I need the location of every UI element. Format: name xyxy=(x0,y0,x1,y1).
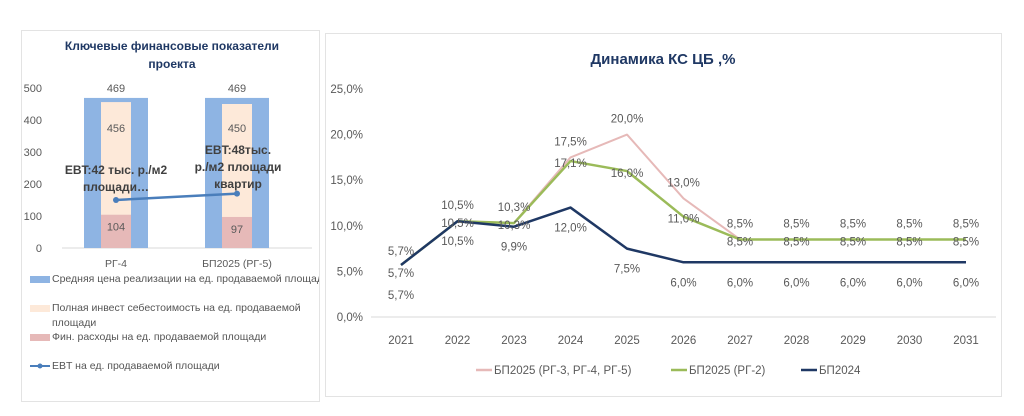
x-tick-label: 2029 xyxy=(840,335,866,347)
ebt-annotation: р./м2 площади xyxy=(195,160,282,174)
chart-title-line-2: проекта xyxy=(148,57,195,71)
data-label: 6,0% xyxy=(783,277,809,289)
legend-item: Фин. расходы на ед. продаваемой площади xyxy=(52,331,266,343)
series-line xyxy=(400,133,966,266)
ebt-line xyxy=(115,192,238,202)
legend-item: EBT на ед. продаваемой площади xyxy=(52,360,220,372)
data-label: 13,0% xyxy=(667,177,700,189)
x-tick-label: 2025 xyxy=(614,335,640,347)
legend-marker-icon xyxy=(37,363,43,369)
ebt-annotation: EBT:48тыс. xyxy=(205,143,271,157)
data-label: 8,5% xyxy=(840,218,866,230)
data-label: 7,5% xyxy=(614,264,640,276)
data-label: 8,5% xyxy=(896,236,922,248)
legend-item: Средняя цена реализации на ед. продаваем… xyxy=(52,273,319,285)
y-tick-label: 25,0% xyxy=(330,84,363,96)
y-tick-label: 500 xyxy=(24,83,42,95)
data-label: 469 xyxy=(228,83,246,95)
x-tick-label: 2023 xyxy=(501,335,527,347)
data-label: 6,0% xyxy=(840,277,866,289)
legend-item: БП2025 (РГ-3, РГ-4, РГ-5) xyxy=(494,365,632,377)
data-label: 456 xyxy=(107,123,125,135)
legend-item: Полная инвест себестоимость на ед. прода… xyxy=(52,302,301,314)
x-tick-label: 2027 xyxy=(727,335,753,347)
data-label: 8,5% xyxy=(783,236,809,248)
data-label: 104 xyxy=(107,222,125,234)
x-tick-label: 2026 xyxy=(671,335,697,347)
financial-indicators-chart-panel: Ключевые финансовые показатели проекта 0 10… xyxy=(21,30,320,402)
data-label: 12,0% xyxy=(554,223,587,235)
data-label: 10,5% xyxy=(441,236,474,248)
legend-swatch xyxy=(30,276,50,283)
data-label: 6,0% xyxy=(896,277,922,289)
y-tick-label: 0,0% xyxy=(337,312,363,324)
data-label: 8,5% xyxy=(953,236,979,248)
x-tick-label: РГ-4 xyxy=(105,258,127,270)
key-rate-chart: Динамика КС ЦБ ,% 0,0% 5,0% 10,0% 15,0% 20,0%… xyxy=(330,51,996,377)
legend-swatch xyxy=(30,334,50,341)
data-label: 17,5% xyxy=(554,136,587,148)
data-label: 97 xyxy=(231,224,243,236)
ebt-annotation: EBT:42 тыс. р./м2 xyxy=(65,163,168,177)
x-tick-label: БП2025 (РГ-5) xyxy=(202,258,272,270)
y-tick-label: 10,0% xyxy=(330,221,363,233)
x-tick-label: 2028 xyxy=(784,335,810,347)
chart-title-line-1: Ключевые финансовые показатели xyxy=(65,39,279,53)
data-label: 16,0% xyxy=(611,168,644,180)
ebt-point xyxy=(234,190,240,197)
data-label: 6,0% xyxy=(727,277,753,289)
data-label: 450 xyxy=(228,123,246,135)
x-tick-label: 2031 xyxy=(953,335,979,347)
legend-item: БП2024 xyxy=(819,365,861,377)
financial-indicators-chart: Ключевые финансовые показатели проекта 0 10… xyxy=(24,39,319,372)
y-tick-label: 400 xyxy=(24,115,42,127)
chart-title: Динамика КС ЦБ ,% xyxy=(590,51,735,68)
y-tick-label: 0 xyxy=(36,243,42,255)
data-label: 11,0% xyxy=(668,214,700,226)
ebt-point xyxy=(113,197,119,203)
data-label: 10,3% xyxy=(498,220,531,232)
x-tick-label: 2022 xyxy=(445,335,471,347)
data-label: 10,3% xyxy=(498,202,531,214)
data-label: 10,5% xyxy=(441,218,474,230)
data-label: 8,5% xyxy=(783,218,809,230)
x-tick-label: 2021 xyxy=(388,335,414,347)
y-tick-label: 300 xyxy=(24,147,42,159)
data-label: 20,0% xyxy=(611,114,644,126)
data-label: 9,9% xyxy=(501,242,527,254)
data-label: 6,0% xyxy=(670,277,696,289)
data-label: 5,7% xyxy=(388,268,414,280)
data-label: 10,5% xyxy=(441,200,474,212)
data-label: 8,5% xyxy=(840,236,866,248)
data-label: 469 xyxy=(107,83,125,95)
x-tick-label: 2030 xyxy=(897,335,923,347)
bar xyxy=(101,214,131,248)
legend-item: БП2025 (РГ-2) xyxy=(689,365,766,377)
x-tick-label: 2024 xyxy=(558,335,584,347)
y-tick-label: 100 xyxy=(24,211,42,223)
legend-item-continued: площади xyxy=(52,317,96,329)
data-label: 5,7% xyxy=(388,290,414,302)
data-label: 8,5% xyxy=(896,218,922,230)
series-line xyxy=(400,159,966,267)
key-rate-chart-panel: Динамика КС ЦБ ,% 0,0% 5,0% 10,0% 15,0% 20,0%… xyxy=(325,33,1002,397)
series-line xyxy=(400,206,966,267)
y-tick-label: 200 xyxy=(24,179,42,191)
y-tick-label: 15,0% xyxy=(330,175,363,187)
data-label: 6,0% xyxy=(953,277,979,289)
data-label: 17,1% xyxy=(554,158,587,170)
ebt-annotation: площади… xyxy=(83,180,149,194)
y-tick-label: 5,0% xyxy=(337,266,363,278)
y-tick-label: 20,0% xyxy=(330,130,363,142)
data-label: 8,5% xyxy=(727,236,753,248)
data-label: 5,7% xyxy=(388,246,414,258)
legend-swatch xyxy=(30,305,50,312)
data-label: 8,5% xyxy=(727,218,753,230)
data-label: 8,5% xyxy=(953,218,979,230)
bar xyxy=(222,216,252,248)
ebt-annotation: квартир xyxy=(214,177,262,191)
